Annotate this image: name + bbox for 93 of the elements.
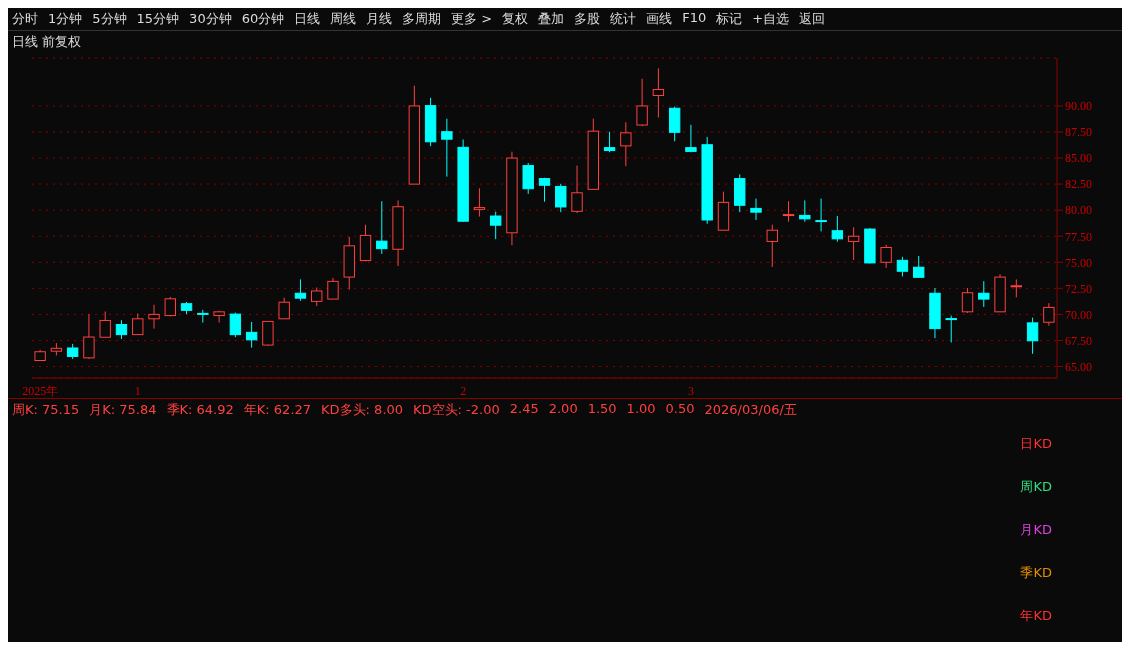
candlestick xyxy=(376,200,388,255)
candlestick xyxy=(782,200,795,223)
candlestick xyxy=(636,78,648,127)
category-label: 日KD xyxy=(1020,434,1052,453)
candlestick xyxy=(831,215,844,243)
text: KD多头: 8.00 xyxy=(321,401,404,419)
text: 5分钟 xyxy=(92,10,127,28)
text: 复权 xyxy=(502,10,529,28)
text: 叠加 xyxy=(538,10,565,28)
candlestick xyxy=(750,198,762,221)
text: 更多 > xyxy=(451,10,493,28)
text: 月K: 75.84 xyxy=(89,401,157,419)
y-tick-label: 77.50 xyxy=(1065,229,1092,244)
candlestick xyxy=(473,187,486,218)
candlestick xyxy=(1026,317,1039,355)
text: 30分钟 xyxy=(189,10,232,28)
text: F10 xyxy=(682,10,707,27)
y-tick-label: 80.00 xyxy=(1065,203,1092,218)
category-label: 月KD xyxy=(1020,520,1052,539)
x-tick-label: 3 xyxy=(687,383,694,398)
candlestick xyxy=(213,310,225,324)
text: 标记 xyxy=(716,10,743,28)
text: 月线 xyxy=(366,10,393,28)
text: 60分钟 xyxy=(241,10,285,28)
text: 日线 xyxy=(294,10,321,28)
candlestick xyxy=(815,198,827,232)
text: KD空头: -2.00 xyxy=(413,401,500,419)
text: 1分钟 xyxy=(48,10,83,28)
text: 多股 xyxy=(574,10,601,28)
text: 2.00 xyxy=(548,401,578,418)
text: 统计 xyxy=(610,10,637,28)
x-tick-label: 2025年 xyxy=(22,383,59,398)
candlestick xyxy=(229,312,242,338)
chart-title: 日线 前复权 xyxy=(11,33,83,51)
candlestick xyxy=(327,277,339,300)
candlestick xyxy=(555,183,567,213)
text: 2.45 xyxy=(509,401,539,418)
category-label: 季KD xyxy=(1020,563,1052,582)
candlestick xyxy=(961,287,974,314)
candlestick xyxy=(620,121,632,167)
candlestick xyxy=(652,67,665,119)
y-tick-label: 85.00 xyxy=(1065,151,1092,166)
text: 2026/03/06/五 xyxy=(704,401,797,419)
candlestick xyxy=(896,256,909,277)
candlestick xyxy=(522,162,534,195)
candlestick xyxy=(262,320,274,347)
candlestick xyxy=(148,304,160,330)
text: 周K: 75.15 xyxy=(12,401,80,419)
text: 1.50 xyxy=(587,401,617,418)
text: 周线 xyxy=(330,10,357,28)
text: 多周期 xyxy=(402,10,442,28)
y-tick-label: 70.00 xyxy=(1065,307,1092,322)
y-tick-label: 72.50 xyxy=(1065,281,1092,296)
candlestick xyxy=(489,211,502,240)
candlestick xyxy=(603,131,616,153)
y-tick-label: 87.50 xyxy=(1065,125,1092,140)
category-label: 周KD xyxy=(1020,477,1052,496)
y-tick-label: 82.50 xyxy=(1065,177,1092,192)
candlestick xyxy=(99,311,111,338)
y-tick-label: 75.00 xyxy=(1065,255,1092,270)
candlestick xyxy=(766,224,778,268)
text: 季K: 64.92 xyxy=(166,401,234,419)
text: 15分钟 xyxy=(136,10,180,28)
candlestick xyxy=(799,199,811,223)
text: 画线 xyxy=(646,10,673,28)
candlestick xyxy=(115,319,128,340)
candlestick xyxy=(132,313,144,336)
x-tick-label: 2 xyxy=(460,383,467,398)
candlestick xyxy=(847,226,860,261)
candlestick xyxy=(441,118,453,178)
y-tick-label: 90.00 xyxy=(1065,99,1092,114)
candlestick xyxy=(571,165,583,214)
text: 0.50 xyxy=(665,401,695,418)
candlestick xyxy=(945,315,957,343)
candlestick xyxy=(1043,302,1055,327)
candlestick xyxy=(978,280,990,308)
candlestick xyxy=(913,255,925,278)
text: +自选 xyxy=(752,10,790,28)
candlestick xyxy=(880,244,892,269)
candlestick xyxy=(294,278,307,302)
y-tick-label: 65.00 xyxy=(1065,359,1092,374)
candlestick xyxy=(83,313,95,360)
y-tick-label: 67.50 xyxy=(1065,333,1092,348)
candlestick xyxy=(685,124,697,153)
x-tick-label: 1 xyxy=(134,383,141,398)
category-label: 年KD xyxy=(1020,606,1052,625)
candlestick xyxy=(311,287,323,307)
candlestick xyxy=(278,297,290,320)
candlestick xyxy=(245,321,258,349)
text: 1.00 xyxy=(626,401,656,418)
text: 分时 xyxy=(12,10,38,28)
text: 返回 xyxy=(799,10,826,28)
text: 年K: 62.27 xyxy=(243,401,312,419)
